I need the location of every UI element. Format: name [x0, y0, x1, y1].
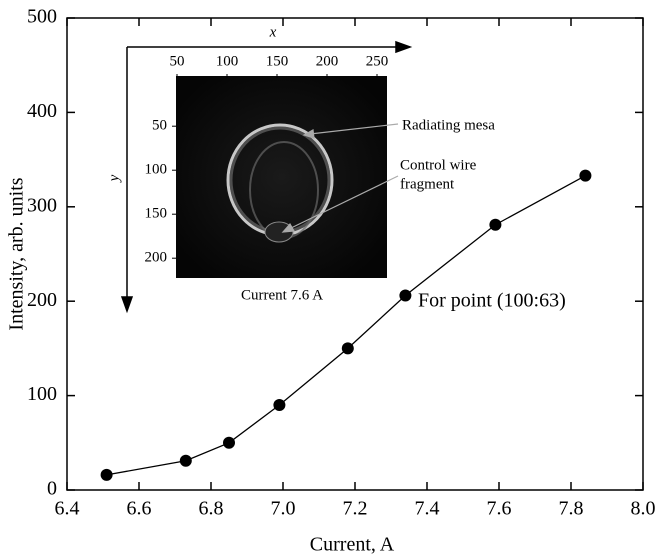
x-tick-label: 7.0	[271, 498, 296, 520]
y-tick-label: 200	[27, 289, 57, 311]
inset-label: fragment	[400, 176, 455, 192]
x-tick-label: 7.6	[487, 498, 512, 520]
annotation: For point (100:63)	[418, 290, 566, 312]
inset-x-tick-label: 100	[216, 53, 239, 69]
y-tick-label: 300	[27, 194, 57, 216]
inset-caption: Current 7.6 A	[241, 287, 323, 303]
inset-label: Control wire	[400, 157, 477, 173]
inset-x-tick-label: 150	[266, 53, 289, 69]
y-axis-label: Intensity, arb. units	[6, 177, 28, 330]
inset-y-label: y	[106, 174, 122, 183]
inset-arrows	[120, 40, 413, 314]
data-point	[273, 399, 286, 412]
x-tick-label: 6.4	[55, 498, 80, 520]
x-tick-label: 7.2	[343, 498, 368, 520]
data-point	[223, 436, 235, 449]
x-tick-label: 6.6	[127, 498, 152, 520]
inset-y-tick-label: 50	[152, 118, 167, 134]
x-tick-label: 7.4	[415, 498, 440, 520]
y-tick-label: 500	[27, 6, 57, 28]
y-tick-label: 100	[27, 383, 57, 405]
y-tick-label: 0	[47, 478, 57, 500]
y-tick-label: 400	[27, 100, 57, 122]
inset-y-tick-label: 150	[145, 206, 168, 222]
x-tick-label: 6.8	[199, 498, 224, 520]
data-point	[399, 289, 412, 302]
data-point	[341, 342, 354, 355]
inset-y-tick-label: 100	[145, 162, 168, 178]
inset-image	[176, 76, 387, 278]
callouts	[281, 123, 399, 233]
inset-label: Radiating mesa	[402, 117, 495, 133]
data-point	[100, 468, 113, 481]
x-tick-label: 7.8	[559, 498, 584, 520]
data-point	[579, 169, 592, 182]
x-axis-label: Current, A	[310, 534, 395, 556]
x-tick-label: 8.0	[631, 498, 656, 520]
inset-x-tick-label: 50	[170, 53, 185, 69]
data-point	[179, 454, 192, 467]
inset-x-tick-label: 200	[316, 53, 339, 69]
inset-x-label: x	[269, 24, 277, 40]
data-point	[489, 218, 502, 231]
data-line	[106, 175, 586, 476]
inset-x-tick-label: 250	[366, 53, 389, 69]
inset-y-tick-label: 200	[145, 250, 168, 266]
